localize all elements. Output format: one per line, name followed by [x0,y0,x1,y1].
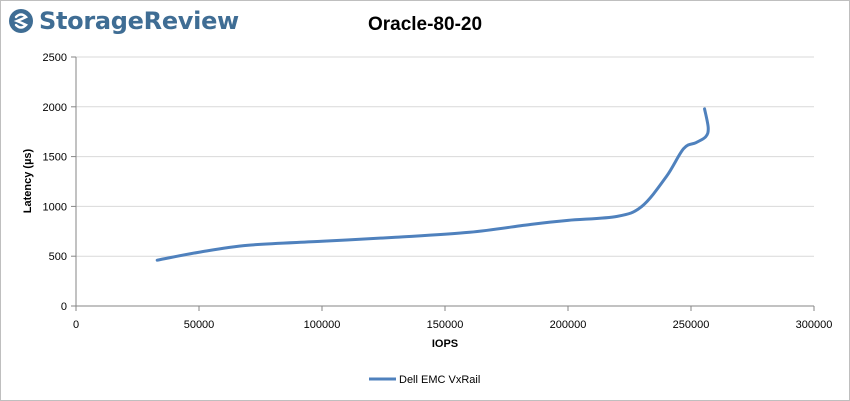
x-tick-label: 250000 [673,319,710,331]
brand-name: StorageReview [39,7,239,35]
y-axis-title: Latency (µs) [22,148,34,213]
y-tick-label: 2500 [43,52,67,64]
x-axis-title: IOPS [432,338,458,350]
y-tick-labels: 0 500 1000 1500 2000 2500 [43,52,67,313]
y-tick-label: 1000 [43,201,67,213]
x-tick-label: 150000 [427,319,464,331]
legend: Dell EMC VxRail [369,374,480,386]
axes [71,56,815,311]
chart-title: Oracle-80-20 [367,14,483,35]
y-tick-label: 500 [49,251,67,263]
y-tick-label: 0 [61,301,67,313]
brand-logo: StorageReview [8,6,239,36]
gridlines [76,56,814,257]
storagereview-logo-icon [9,9,33,33]
x-tick-labels: 0 50000 100000 150000 200000 250000 300000 [73,319,832,331]
x-tick-label: 100000 [304,319,341,331]
x-tick-label: 0 [73,319,79,331]
legend-label: Dell EMC VxRail [399,374,480,386]
series-line [155,107,710,262]
x-tick-label: 50000 [184,319,215,331]
y-tick-label: 2000 [43,102,67,114]
x-tick-label: 300000 [796,319,833,331]
y-tick-label: 1500 [43,152,67,164]
x-tick-label: 200000 [550,319,587,331]
series-group [155,107,710,262]
